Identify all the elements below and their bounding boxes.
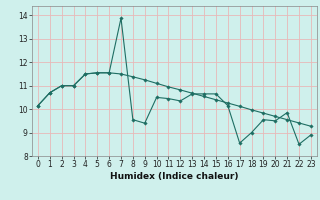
X-axis label: Humidex (Indice chaleur): Humidex (Indice chaleur)	[110, 172, 239, 181]
